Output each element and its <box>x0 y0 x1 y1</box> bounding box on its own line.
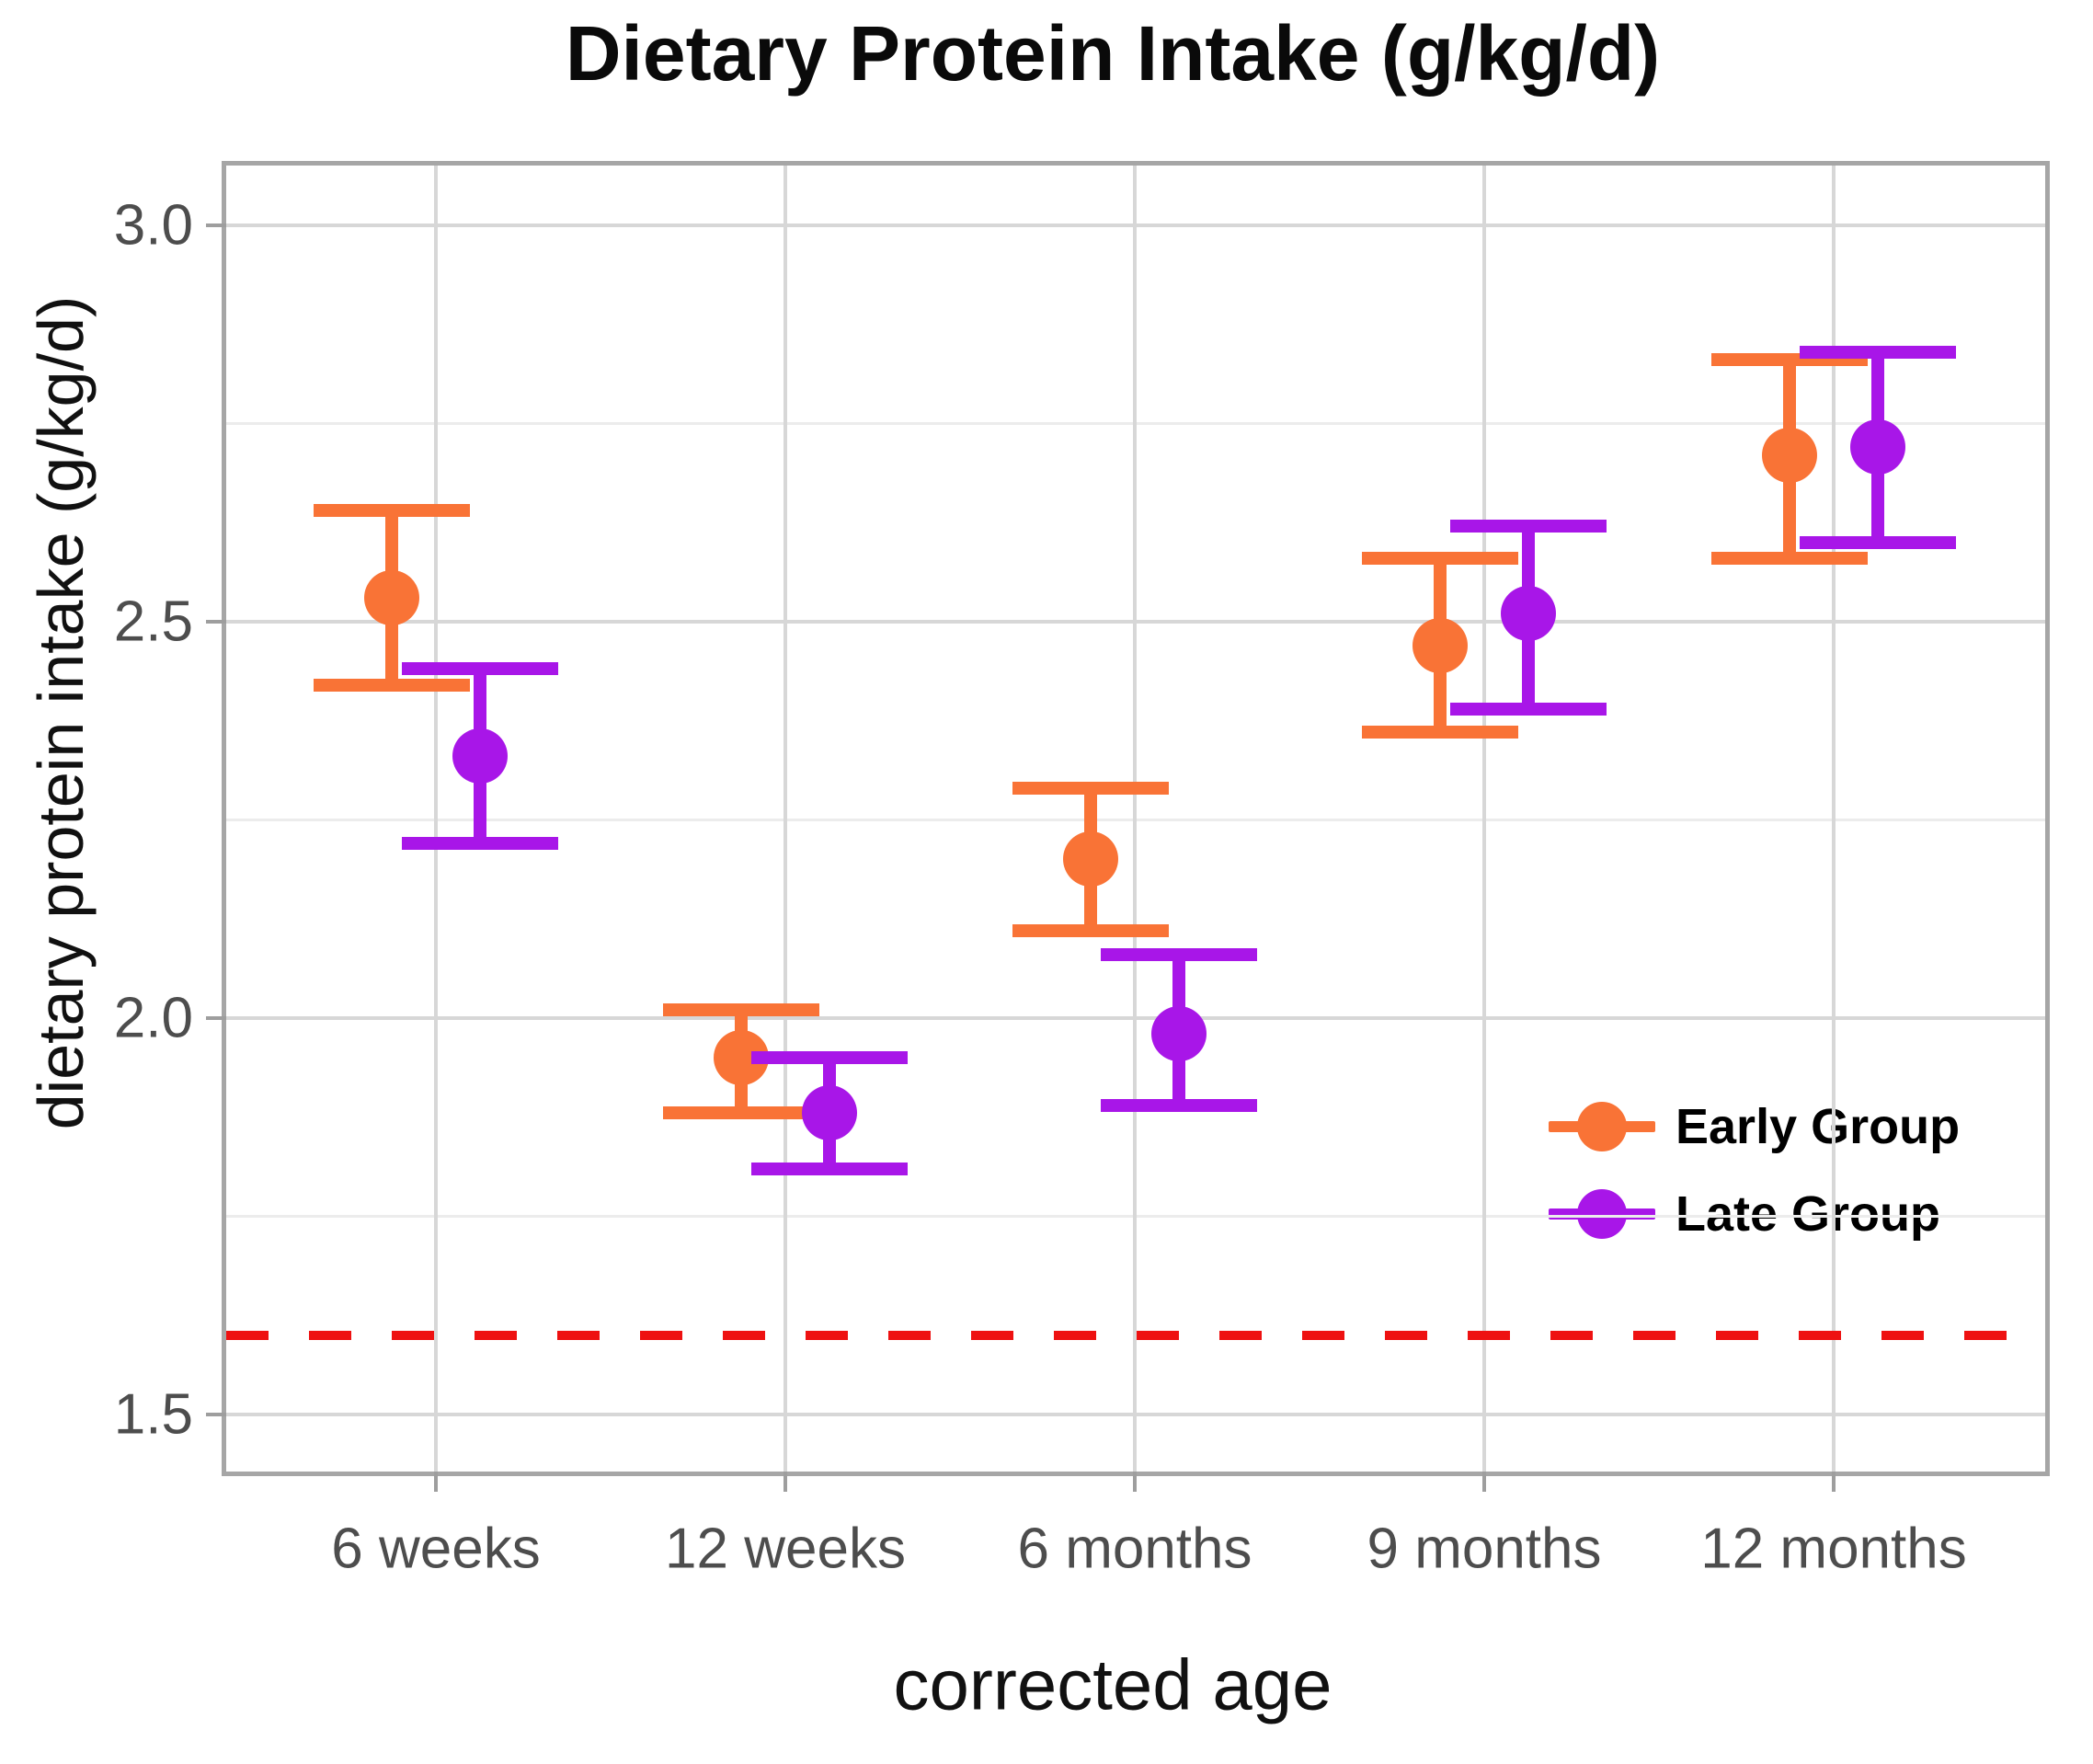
data-point-dot <box>1850 419 1905 475</box>
legend-key-line-early <box>1549 1121 1655 1132</box>
errorbar-cap-top <box>751 1050 908 1064</box>
x-tick-label: 6 weeks <box>331 1517 541 1581</box>
y-tick-mark <box>206 223 226 227</box>
data-point-dot <box>1501 586 1556 642</box>
errorbar-cap-bottom <box>1362 726 1518 739</box>
errorbar-cap-bottom <box>314 678 470 692</box>
chart-title: Dietary Protein Intake (g/kg/d) <box>565 10 1661 97</box>
x-tick-label: 12 weeks <box>665 1517 906 1581</box>
errorbar-cap-bottom <box>1800 535 1956 549</box>
data-point-dot <box>1151 1006 1207 1062</box>
errorbar-cap-top <box>1101 947 1257 961</box>
legend-entry: Early Group <box>1549 1096 1960 1157</box>
plot-panel: Early Group Late Group <box>226 166 2045 1472</box>
data-point-dot <box>1412 617 1468 673</box>
errorbar-cap-top <box>314 504 470 518</box>
errorbar-cap-top <box>1012 781 1169 795</box>
data-point-dot <box>364 569 419 625</box>
errorbar-cap-top <box>1362 551 1518 565</box>
x-axis-title: corrected age <box>893 1644 1332 1725</box>
x-tick-label: 12 months <box>1700 1517 1967 1581</box>
data-point-dot <box>802 1085 857 1141</box>
y-tick-mark <box>206 619 226 624</box>
x-tick-mark <box>783 1472 787 1492</box>
x-tick-mark <box>434 1472 438 1492</box>
gridline-major-x <box>1482 166 1486 1472</box>
x-tick-label: 9 months <box>1367 1517 1602 1581</box>
legend-label-early: Early Group <box>1676 1099 1961 1154</box>
errorbar-cap-bottom <box>1012 923 1169 937</box>
legend-key-dot-early <box>1577 1102 1627 1151</box>
reference-line <box>226 1330 2045 1340</box>
gridline-major-x <box>1133 166 1137 1472</box>
gridline-major-x <box>783 166 787 1472</box>
y-tick-label: 2.0 <box>113 986 193 1050</box>
data-point-dot <box>452 728 508 785</box>
x-tick-mark <box>1832 1472 1836 1492</box>
gridline-major-x <box>434 166 438 1472</box>
y-tick-label: 2.5 <box>113 590 193 654</box>
y-tick-label: 1.5 <box>113 1382 193 1447</box>
errorbar-cap-bottom <box>402 837 558 851</box>
y-tick-mark <box>206 1015 226 1020</box>
x-tick-mark <box>1482 1472 1486 1492</box>
data-point-dot <box>1762 427 1817 483</box>
errorbar-cap-bottom <box>1450 702 1607 716</box>
x-tick-label: 6 months <box>1017 1517 1252 1581</box>
errorbar-cap-top <box>1800 345 1956 359</box>
y-tick-mark <box>206 1412 226 1416</box>
legend-key <box>1549 1096 1655 1157</box>
y-tick-label: 3.0 <box>113 193 193 258</box>
gridline-major-x <box>1832 166 1836 1472</box>
errorbar-cap-bottom <box>1711 551 1868 565</box>
errorbar-cap-top <box>1450 520 1607 533</box>
errorbar-cap-top <box>663 1003 819 1017</box>
errorbar-cap-bottom <box>751 1162 908 1175</box>
errorbar-cap-bottom <box>663 1106 819 1120</box>
errorbar-cap-top <box>402 662 558 676</box>
data-point-dot <box>1063 831 1118 888</box>
x-tick-mark <box>1133 1472 1137 1492</box>
errorbar-cap-bottom <box>1101 1098 1257 1112</box>
